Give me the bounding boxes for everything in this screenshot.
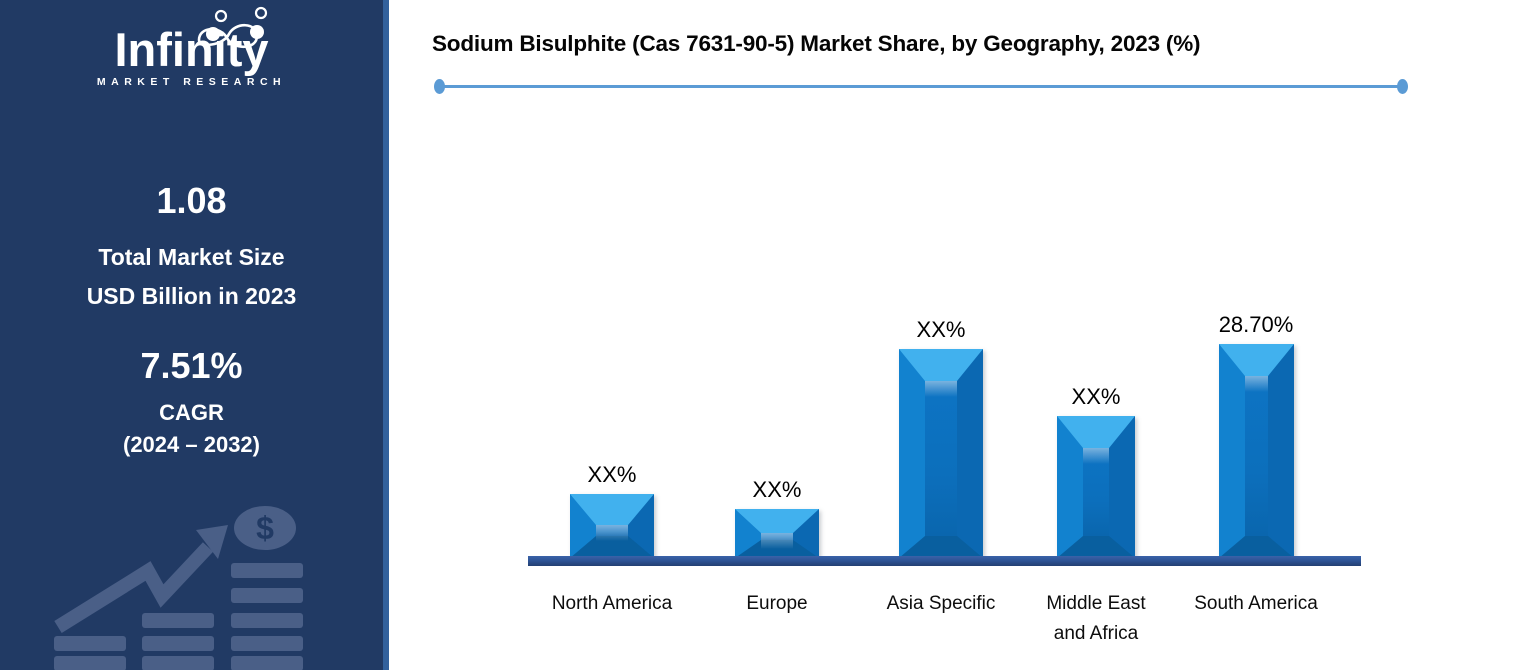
svg-text:$: $ bbox=[256, 510, 274, 546]
bar-top-highlight bbox=[761, 533, 793, 549]
bar-value-label-north-america: XX% bbox=[587, 462, 637, 487]
cagr-value: 7.51% bbox=[140, 345, 243, 386]
category-label-middle-east-and-africa: Middle East and Africa bbox=[1046, 593, 1146, 644]
brand-tagline: MARKET RESEARCH bbox=[96, 76, 287, 88]
bar-north-america bbox=[570, 494, 654, 558]
bar-value-label-south-america: 28.70% bbox=[1218, 312, 1294, 337]
divider-endpoint-right-icon bbox=[1397, 79, 1408, 94]
category-label-asia-specific: Asia Specific bbox=[886, 593, 996, 614]
cagr-label: CAGR bbox=[159, 400, 224, 425]
sidebar: Infinity MARKET RESEARCH 1.08 Total Mark… bbox=[0, 0, 383, 670]
bar-value-label-middle-east-and-africa: XX% bbox=[1071, 384, 1121, 409]
category-label-europe: Europe bbox=[746, 593, 808, 614]
title-divider-line bbox=[440, 85, 1402, 88]
brand-logo: Infinity MARKET RESEARCH bbox=[0, 6, 383, 90]
brand-name: Infinity bbox=[114, 23, 269, 76]
category-label-north-america: North America bbox=[551, 593, 673, 614]
category-axis-line bbox=[528, 556, 1361, 566]
bar-asia-specific bbox=[899, 349, 983, 558]
category-label-south-america: South America bbox=[1194, 593, 1318, 614]
market-size-value: 1.08 bbox=[156, 180, 227, 221]
bar-value-label-asia-specific: XX% bbox=[916, 317, 966, 342]
bar-top-highlight bbox=[1244, 376, 1268, 392]
market-size-label-line1: Total Market Size bbox=[98, 244, 285, 270]
bar-top-highlight bbox=[1083, 448, 1109, 464]
bar-value-label-europe: XX% bbox=[752, 477, 802, 502]
bar-middle-east-and-africa bbox=[1057, 416, 1135, 558]
chart-title: Sodium Bisulphite (Cas 7631-90-5) Market… bbox=[432, 31, 1201, 56]
bar-top-highlight bbox=[596, 525, 628, 541]
bar-top-highlight bbox=[925, 381, 957, 397]
bar-europe bbox=[735, 509, 819, 558]
divider-endpoint-left-icon bbox=[434, 79, 445, 94]
bar-south-america bbox=[1218, 344, 1294, 558]
sidebar-accent-strip bbox=[383, 0, 389, 670]
market-size-label-line2: USD Billion in 2023 bbox=[86, 283, 297, 309]
growth-chart-coin-icon: $ bbox=[54, 506, 303, 670]
cagr-period: (2024 – 2032) bbox=[123, 432, 260, 457]
